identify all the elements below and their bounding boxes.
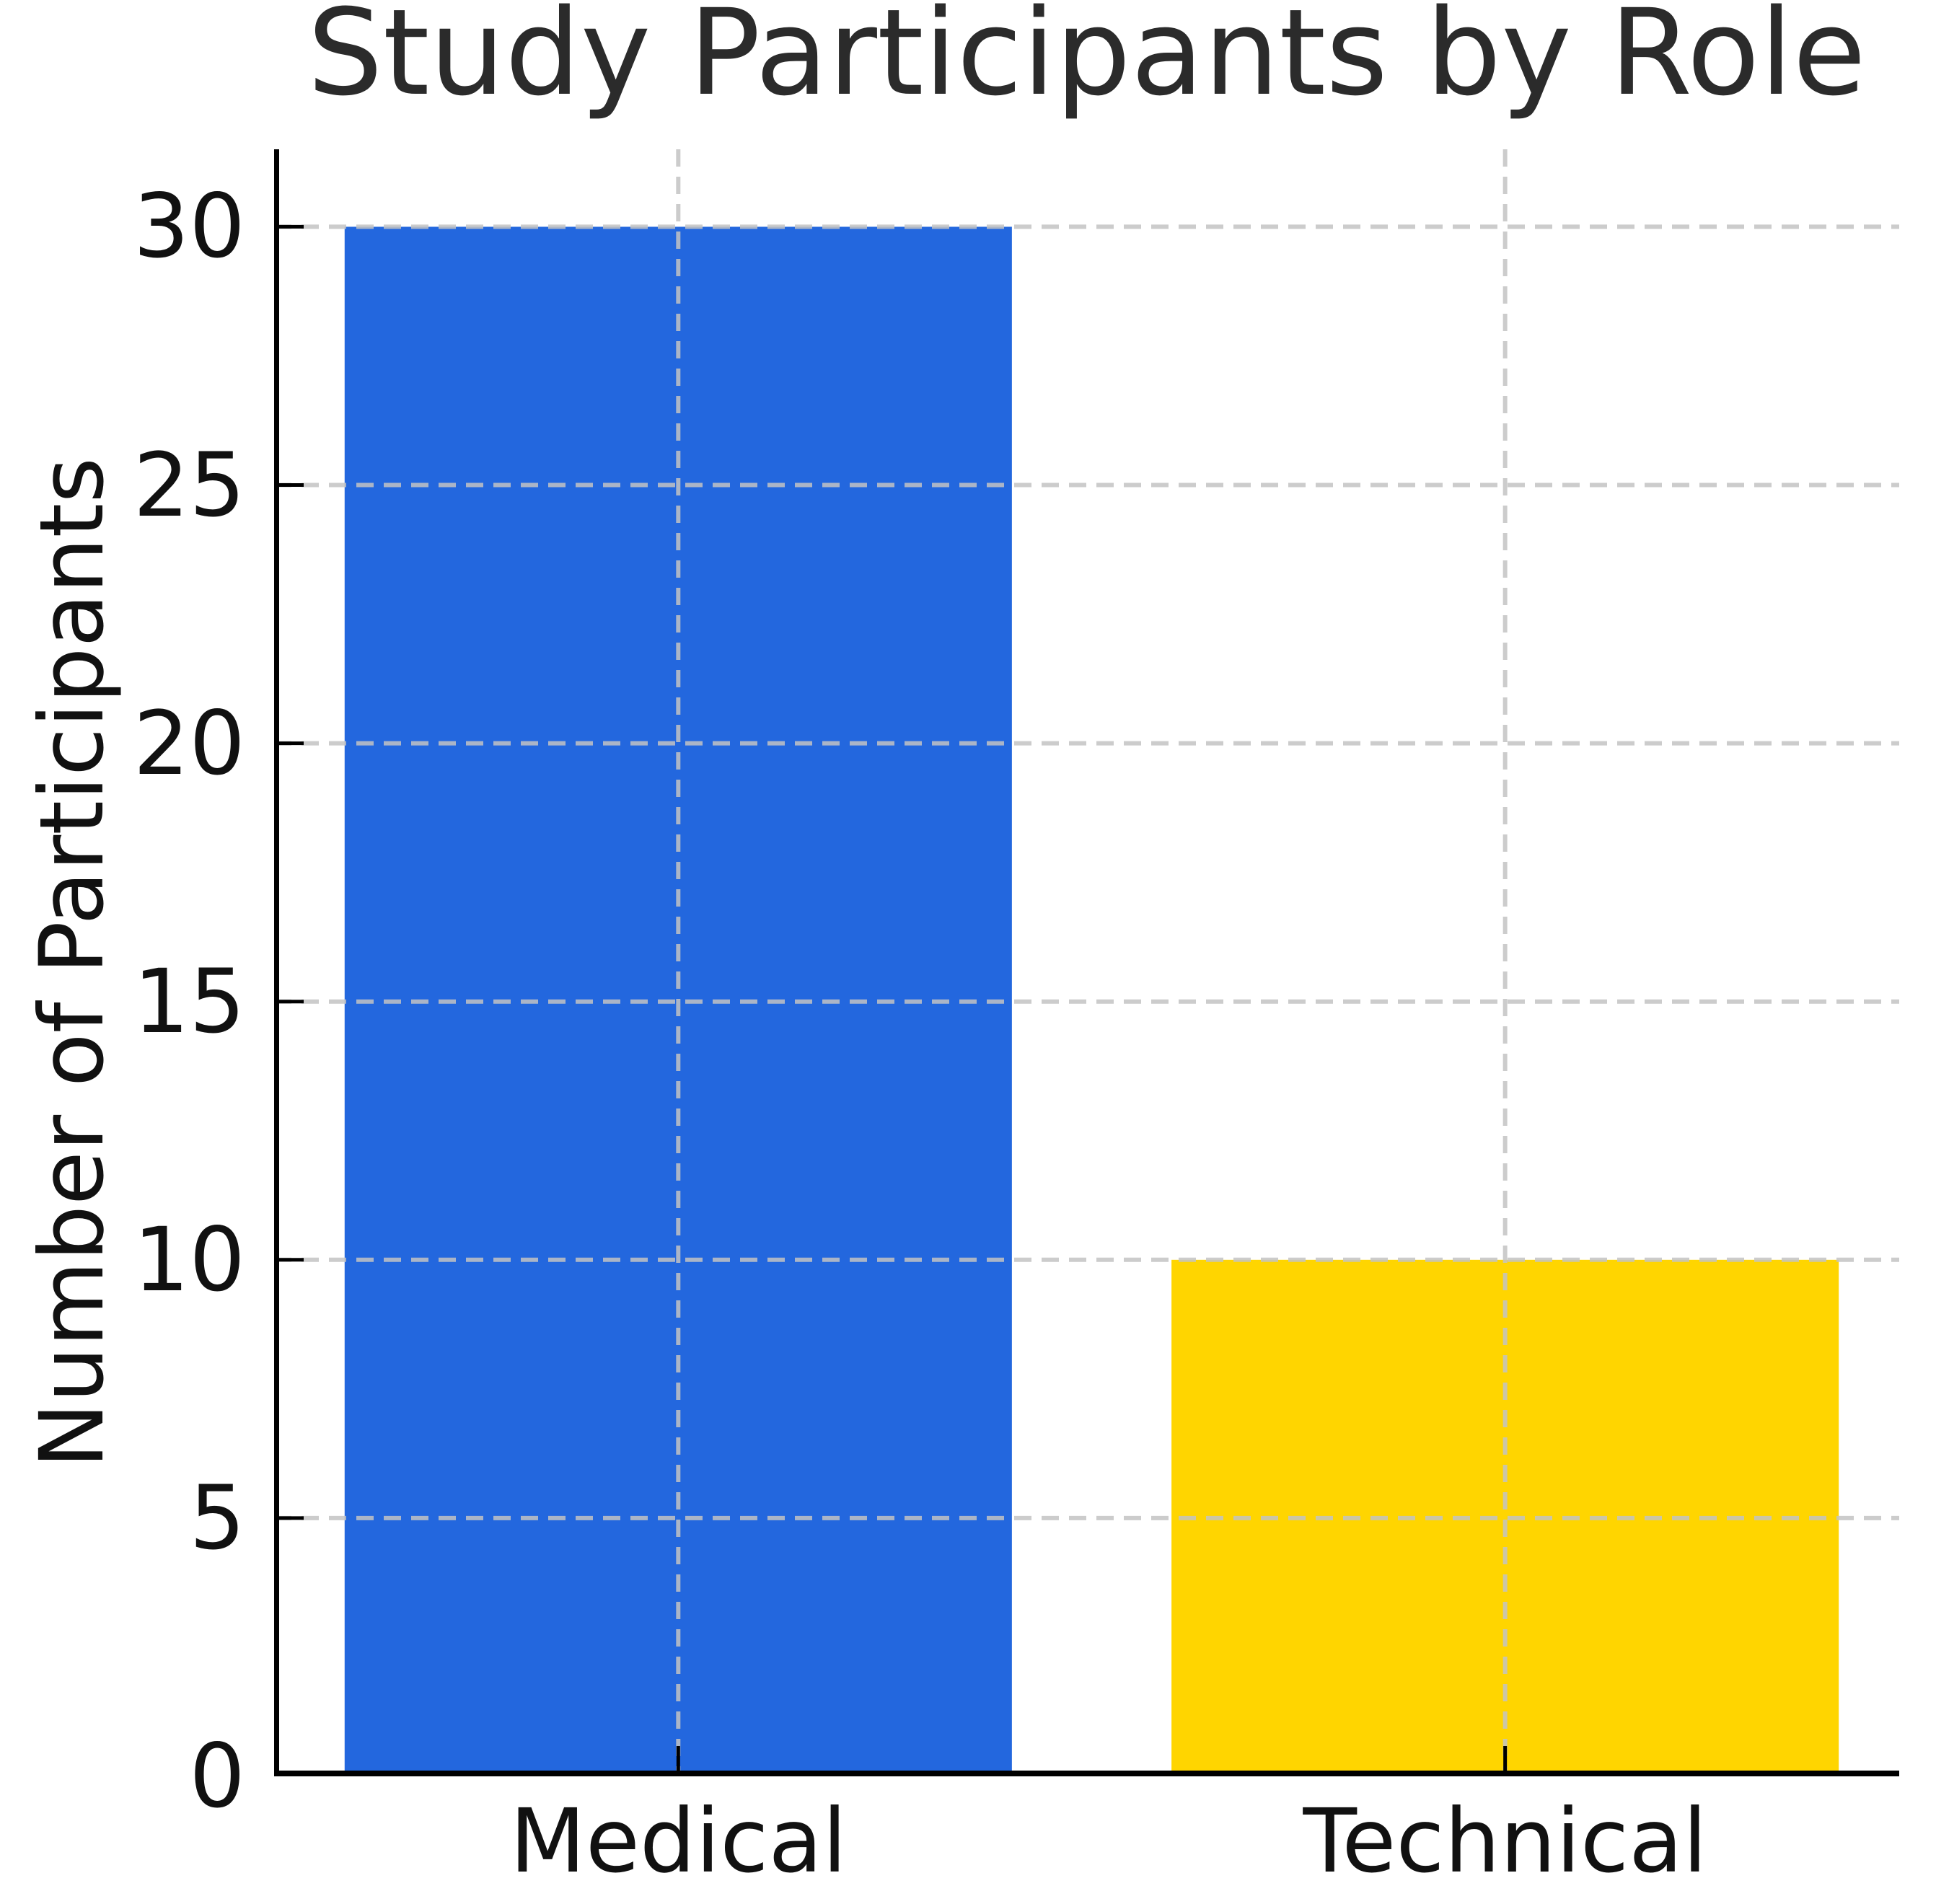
x-tick-label-medical: Medical	[509, 1790, 847, 1892]
y-tick-label: 25	[133, 433, 245, 537]
y-tick-label: 10	[133, 1208, 245, 1311]
y-tick-label: 5	[189, 1466, 245, 1569]
y-tick-label: 0	[189, 1725, 245, 1828]
y-tick-label: 15	[133, 950, 245, 1053]
chart-title: Study Participants by Role	[307, 0, 1866, 122]
y-tick-label: 20	[133, 692, 245, 795]
x-tick-label-technical: Technical	[1303, 1790, 1707, 1892]
plot-area	[274, 149, 1899, 1776]
y-tick-label: 30	[133, 175, 245, 278]
